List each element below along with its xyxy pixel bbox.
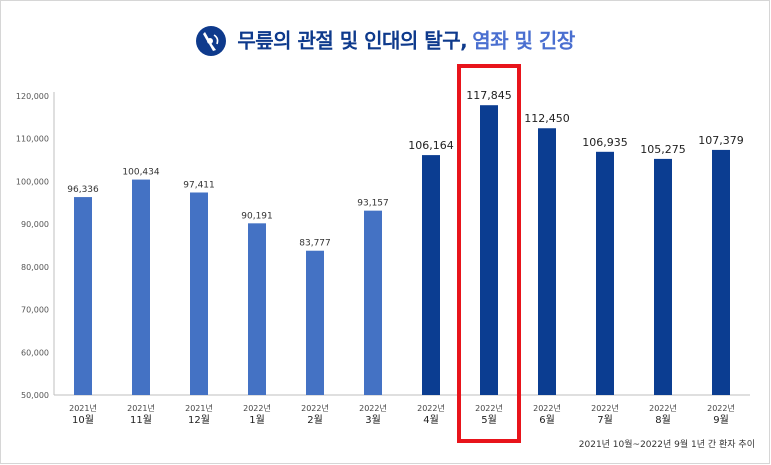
bar <box>596 151 614 395</box>
data-label: 90,191 <box>241 211 273 221</box>
x-tick-month-label: 7월 <box>597 414 613 426</box>
x-tick-year-label: 2022년 <box>243 403 271 413</box>
x-tick-month-label: 5월 <box>481 414 497 426</box>
bar <box>422 155 440 395</box>
data-label: 93,157 <box>357 199 389 209</box>
x-tick-year-label: 2022년 <box>475 403 503 413</box>
x-tick-month-label: 4월 <box>423 414 439 426</box>
x-tick-month-label: 1월 <box>249 414 265 426</box>
data-label: 97,411 <box>183 180 215 190</box>
bar <box>480 105 498 395</box>
bar <box>654 158 672 395</box>
bar <box>248 223 266 395</box>
bar <box>712 149 730 395</box>
bar <box>132 179 150 395</box>
x-tick-year-label: 2021년 <box>185 403 213 413</box>
y-tick-label: 50,000 <box>21 391 49 400</box>
x-tick-year-label: 2022년 <box>301 403 329 413</box>
x-tick-month-label: 10월 <box>72 414 94 426</box>
data-label: 107,379 <box>698 134 744 147</box>
x-tick-year-label: 2022년 <box>591 403 619 413</box>
y-tick-label: 100,000 <box>16 177 49 186</box>
data-label: 100,434 <box>122 168 159 178</box>
chart-footnote: 2021년 10월~2022년 9월 1년 간 환자 추이 <box>578 440 755 450</box>
chart-title-main: 무릎의 관절 및 인대의 탈구, <box>237 28 468 53</box>
x-tick-year-label: 2022년 <box>359 403 387 413</box>
chart-title: 무릎의 관절 및 인대의 탈구, 염좌 및 긴장 <box>0 24 771 57</box>
bar <box>306 250 324 395</box>
data-label: 117,845 <box>466 89 512 102</box>
y-tick-label: 120,000 <box>16 92 49 101</box>
data-label: 106,935 <box>582 136 628 149</box>
x-tick-year-label: 2022년 <box>417 403 445 413</box>
bar <box>74 197 92 395</box>
x-tick-year-label: 2022년 <box>533 403 561 413</box>
y-tick-label: 110,000 <box>16 135 49 144</box>
data-label: 112,450 <box>524 112 570 125</box>
y-tick-label: 90,000 <box>21 220 49 229</box>
bar <box>538 128 556 396</box>
chart-title-accent: 염좌 및 긴장 <box>472 28 575 53</box>
x-tick-year-label: 2021년 <box>69 403 97 413</box>
x-tick-year-label: 2021년 <box>127 403 155 413</box>
y-tick-label: 80,000 <box>21 263 49 272</box>
x-tick-year-label: 2022년 <box>649 403 677 413</box>
highlight-box <box>457 64 521 443</box>
data-label: 96,336 <box>67 185 99 195</box>
x-tick-year-label: 2022년 <box>707 403 735 413</box>
data-label: 105,275 <box>640 143 686 156</box>
data-label: 83,777 <box>299 239 331 249</box>
x-tick-month-label: 6월 <box>539 414 555 426</box>
knee-joint-icon <box>196 25 227 56</box>
bar <box>190 192 208 395</box>
x-tick-month-label: 2월 <box>307 414 323 426</box>
data-label: 106,164 <box>408 139 454 152</box>
x-tick-month-label: 9월 <box>713 414 729 426</box>
y-tick-label: 60,000 <box>21 348 49 357</box>
y-tick-label: 70,000 <box>21 306 49 315</box>
x-tick-month-label: 12월 <box>188 414 210 426</box>
bar <box>364 210 382 395</box>
x-tick-month-label: 11월 <box>130 414 152 426</box>
x-tick-month-label: 3월 <box>365 414 381 426</box>
x-tick-month-label: 8월 <box>655 414 671 426</box>
